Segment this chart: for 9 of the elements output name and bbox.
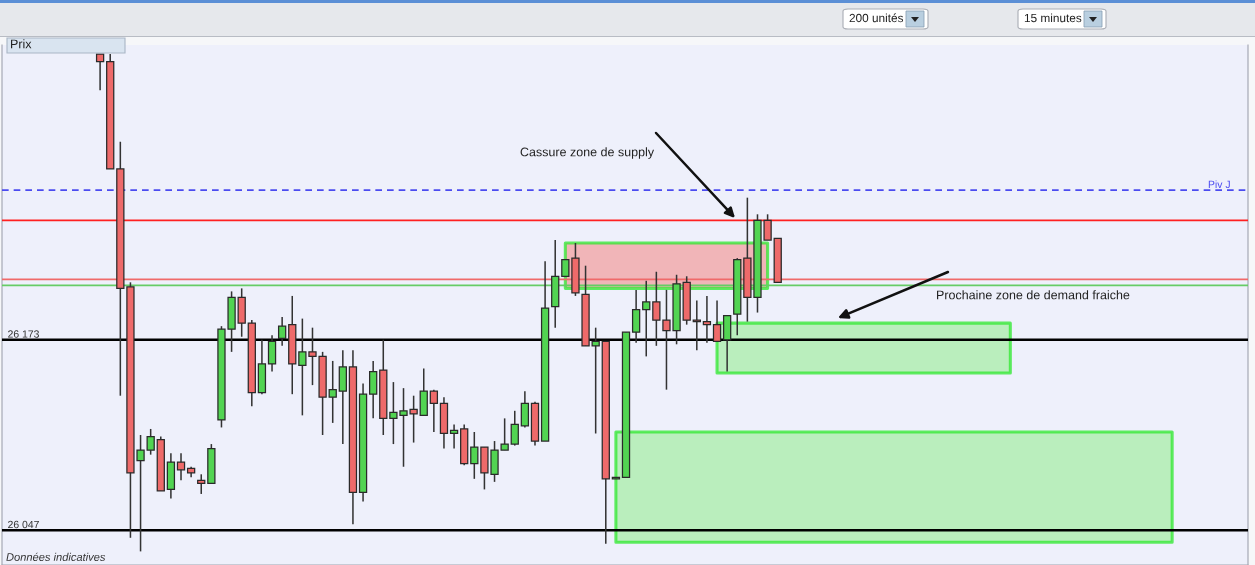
y-tick-label: 26 173 (8, 330, 39, 338)
text: 15 minutes (1024, 13, 1082, 23)
annotation: Cassure zone de supply (520, 147, 655, 159)
ref-line-label: Piv J (1208, 180, 1230, 189)
text: 200 unités (849, 13, 904, 23)
y-tick-label: 26 047 (8, 520, 39, 529)
text: Prix (11, 39, 32, 49)
annotation: Données indicatives (6, 552, 106, 561)
annotation: Prochaine zone de demand fraiche (937, 290, 1130, 300)
